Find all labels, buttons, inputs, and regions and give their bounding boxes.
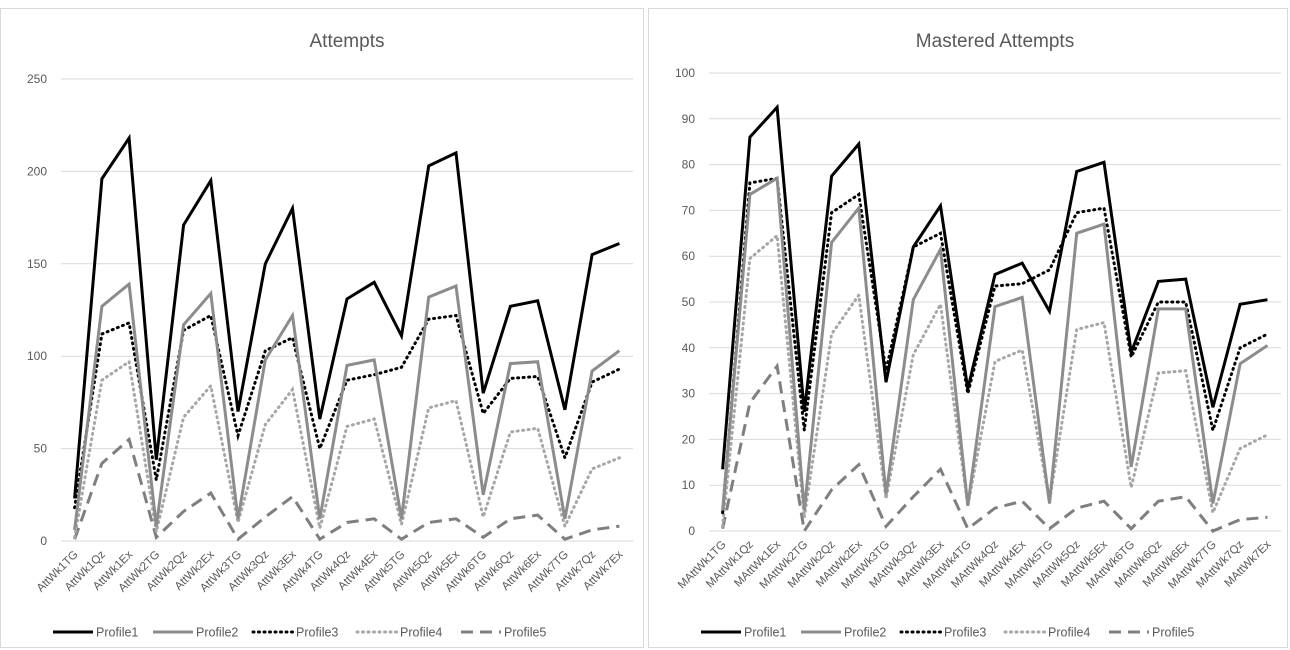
- y-tick-label: 200: [27, 164, 47, 178]
- y-tick-label: 10: [682, 478, 696, 492]
- y-axis-ticks: 0 50 100 150 200 250: [27, 72, 47, 548]
- series-line-profile5: [721, 362, 1268, 536]
- legend-label: Profile3: [296, 626, 338, 640]
- series-line-profile3: [73, 313, 621, 510]
- legend-label: Profile3: [944, 626, 986, 640]
- attempts-chart: Attempts 0 50 100 150 200 250 AttWk1TGAttWk1QzA…: [27, 31, 633, 640]
- y-tick-label: 70: [682, 203, 696, 217]
- mastered-attempts-chart-panel: Mastered Attempts 0 10 20 30 40 50 60 70 80 90 100 M…: [648, 8, 1288, 648]
- legend-label: Profile4: [400, 626, 442, 640]
- x-axis-ticks: AttWk1TGAttWk1QzAttWk1ExAttWk2TGAttWk2Qz…: [35, 548, 626, 594]
- series-line-profile4: [73, 359, 621, 539]
- y-tick-label: 100: [27, 349, 47, 363]
- legend-label: Profile5: [1152, 626, 1194, 640]
- gridlines: [709, 72, 1281, 532]
- chart-title: Mastered Attempts: [916, 31, 1074, 52]
- series-line-profile4: [721, 232, 1269, 528]
- legend-label: Profile5: [504, 626, 546, 640]
- legend-item-profile5: Profile5: [461, 626, 546, 640]
- legend-item-profile4: Profile4: [355, 626, 442, 640]
- y-tick-label: 80: [682, 158, 696, 172]
- y-tick-label: 0: [688, 524, 695, 538]
- y-tick-label: 90: [682, 112, 696, 126]
- mastered-attempts-chart: Mastered Attempts 0 10 20 30 40 50 60 70 80 90 100 M…: [675, 31, 1281, 640]
- x-axis-ticks: MAttWk1TGMAttWk1QzMAttWk1ExMAttWk2TGMAtt…: [676, 538, 1274, 591]
- series-line-profile1: [721, 103, 1268, 470]
- legend-label: Profile2: [196, 626, 238, 640]
- y-tick-label: 40: [682, 341, 696, 355]
- y-tick-label: 50: [682, 295, 696, 309]
- y-tick-label: 50: [34, 442, 48, 456]
- legend-label: Profile4: [1048, 626, 1090, 640]
- series-lines: [73, 133, 621, 542]
- y-axis-ticks: 0 10 20 30 40 50 60 70 80 90 100: [675, 66, 695, 538]
- legend-item-profile2: Profile2: [801, 626, 886, 640]
- legend-item-profile1: Profile1: [53, 626, 138, 640]
- y-tick-label: 60: [682, 249, 696, 263]
- chart-title: Attempts: [310, 31, 385, 52]
- y-tick-label: 150: [27, 257, 47, 271]
- y-tick-label: 100: [675, 66, 695, 80]
- attempts-chart-panel: Attempts 0 50 100 150 200 250 AttWk1TG AttWk1Qz A…: [0, 8, 644, 648]
- legend-label: Profile2: [844, 626, 886, 640]
- series-line-profile3: [721, 176, 1269, 515]
- legend-item-profile4: Profile4: [1003, 626, 1090, 640]
- legend-item-profile2: Profile2: [153, 626, 238, 640]
- legend-label: Profile1: [96, 626, 138, 640]
- series-line-profile1: [73, 133, 620, 499]
- legend-item-profile5: Profile5: [1109, 626, 1194, 640]
- legend-item-profile1: Profile1: [701, 626, 786, 640]
- y-tick-label: 20: [682, 432, 696, 446]
- y-tick-label: 250: [27, 72, 47, 86]
- series-line-profile2: [721, 175, 1269, 511]
- legend: Profile1 Profile2 Profile3 Profile4 Profile5: [701, 626, 1194, 640]
- series-line-profile5: [73, 436, 620, 542]
- legend-item-profile3: Profile3: [251, 626, 338, 640]
- legend-item-profile3: Profile3: [899, 626, 986, 640]
- series-lines: [721, 103, 1269, 536]
- legend-label: Profile1: [744, 626, 786, 640]
- y-tick-label: 30: [682, 387, 696, 401]
- y-tick-label: 0: [40, 534, 47, 548]
- series-line-profile2: [73, 281, 621, 531]
- legend: Profile1 Profile2 Profile3 Profile4 Profile5: [53, 626, 546, 640]
